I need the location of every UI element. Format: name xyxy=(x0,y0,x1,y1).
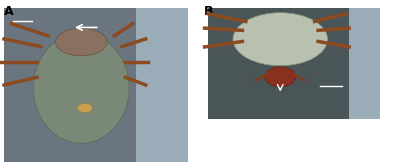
Bar xyxy=(208,8,380,119)
Ellipse shape xyxy=(56,28,107,56)
Ellipse shape xyxy=(233,13,328,66)
Ellipse shape xyxy=(34,33,129,143)
Text: A: A xyxy=(4,5,14,18)
Text: B: B xyxy=(204,5,214,18)
Bar xyxy=(349,8,380,119)
Ellipse shape xyxy=(78,103,92,113)
Ellipse shape xyxy=(265,67,296,87)
Bar xyxy=(4,8,188,162)
Bar xyxy=(136,8,188,162)
